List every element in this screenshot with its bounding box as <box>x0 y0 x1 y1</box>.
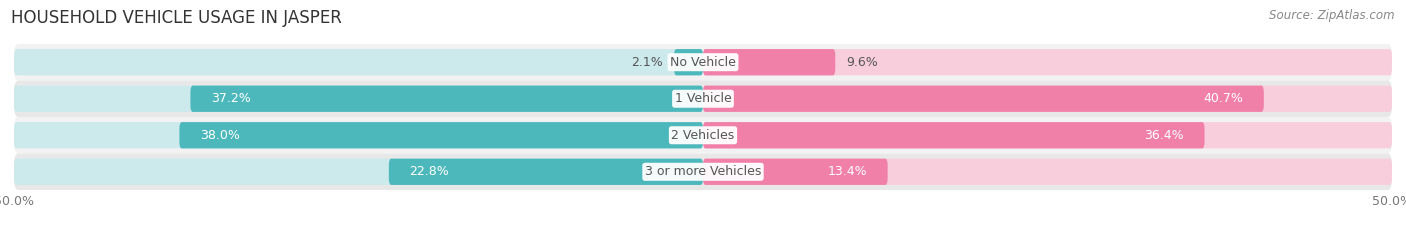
Text: 40.7%: 40.7% <box>1204 92 1243 105</box>
FancyBboxPatch shape <box>703 159 887 185</box>
Text: 3 or more Vehicles: 3 or more Vehicles <box>645 165 761 178</box>
FancyBboxPatch shape <box>14 122 703 148</box>
FancyBboxPatch shape <box>703 122 1205 148</box>
Text: No Vehicle: No Vehicle <box>671 56 735 69</box>
FancyBboxPatch shape <box>703 86 1392 112</box>
Text: 13.4%: 13.4% <box>827 165 868 178</box>
FancyBboxPatch shape <box>703 86 1264 112</box>
FancyBboxPatch shape <box>389 159 703 185</box>
Text: 1 Vehicle: 1 Vehicle <box>675 92 731 105</box>
FancyBboxPatch shape <box>703 49 835 75</box>
Text: 22.8%: 22.8% <box>409 165 450 178</box>
FancyBboxPatch shape <box>673 49 703 75</box>
FancyBboxPatch shape <box>180 122 703 148</box>
Text: 2.1%: 2.1% <box>631 56 664 69</box>
FancyBboxPatch shape <box>14 117 1392 154</box>
FancyBboxPatch shape <box>14 159 703 185</box>
FancyBboxPatch shape <box>14 86 703 112</box>
Text: 9.6%: 9.6% <box>846 56 879 69</box>
FancyBboxPatch shape <box>14 49 703 75</box>
FancyBboxPatch shape <box>14 44 1392 80</box>
FancyBboxPatch shape <box>14 80 1392 117</box>
Text: Source: ZipAtlas.com: Source: ZipAtlas.com <box>1270 9 1395 22</box>
FancyBboxPatch shape <box>703 49 1392 75</box>
FancyBboxPatch shape <box>703 159 1392 185</box>
FancyBboxPatch shape <box>190 86 703 112</box>
FancyBboxPatch shape <box>14 154 1392 190</box>
Text: 36.4%: 36.4% <box>1144 129 1184 142</box>
Text: 37.2%: 37.2% <box>211 92 250 105</box>
Text: 2 Vehicles: 2 Vehicles <box>672 129 734 142</box>
Text: HOUSEHOLD VEHICLE USAGE IN JASPER: HOUSEHOLD VEHICLE USAGE IN JASPER <box>11 9 342 27</box>
Text: 38.0%: 38.0% <box>200 129 240 142</box>
FancyBboxPatch shape <box>703 122 1392 148</box>
